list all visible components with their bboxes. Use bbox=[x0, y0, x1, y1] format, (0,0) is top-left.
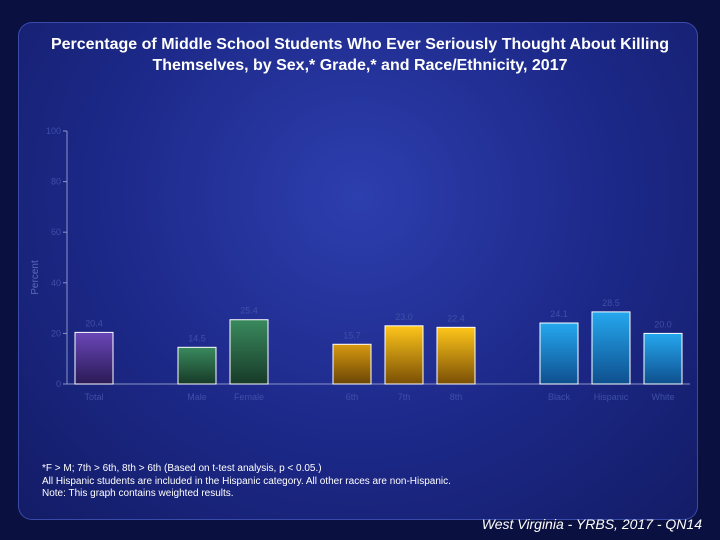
category-label: 8th bbox=[450, 392, 463, 402]
category-label: 7th bbox=[398, 392, 411, 402]
slide-panel bbox=[18, 22, 698, 520]
bar-white bbox=[643, 332, 683, 385]
value-label: 15.7 bbox=[343, 330, 361, 340]
category-label: 6th bbox=[346, 392, 359, 402]
bar-female bbox=[229, 319, 269, 385]
chart-title: Percentage of Middle School Students Who… bbox=[50, 36, 670, 74]
bar-7th bbox=[384, 325, 424, 385]
y-tick-label: 0 bbox=[56, 379, 61, 389]
y-tick-label: 80 bbox=[51, 177, 61, 187]
bar-6th bbox=[332, 343, 372, 385]
footnote-hispanic: All Hispanic students are included in th… bbox=[42, 475, 451, 487]
category-label: Male bbox=[187, 392, 207, 402]
source-label: West Virginia - YRBS, 2017 - QN14 bbox=[481, 516, 702, 532]
value-label: 23.0 bbox=[395, 312, 413, 322]
category-label: White bbox=[651, 392, 674, 402]
value-label: 20.4 bbox=[85, 318, 103, 328]
value-label: 25.4 bbox=[240, 306, 258, 316]
bar-hispanic bbox=[591, 311, 631, 385]
category-label: Female bbox=[234, 392, 264, 402]
category-label: Hispanic bbox=[594, 392, 629, 402]
value-label: 20.0 bbox=[654, 319, 672, 329]
y-tick-label: 60 bbox=[51, 227, 61, 237]
chart-axes: 0 20 40 60 80 100 Percent bbox=[30, 126, 690, 389]
value-label: 24.1 bbox=[550, 309, 568, 319]
bar-male bbox=[177, 346, 217, 385]
footnote-weighted: Note: This graph contains weighted resul… bbox=[42, 488, 234, 499]
bar-8th bbox=[436, 326, 476, 385]
y-tick-label: 40 bbox=[51, 278, 61, 288]
footnotes: *F > M; 7th > 6th, 8th > 6th (Based on t… bbox=[42, 463, 602, 501]
bar-chart: 0 20 40 60 80 100 Percent 20.4 Total 14.5 Male 25.… bbox=[30, 126, 690, 402]
y-tick-label: 100 bbox=[46, 126, 61, 136]
value-label: 28.5 bbox=[602, 298, 620, 308]
bar-black bbox=[539, 322, 579, 385]
bars-group bbox=[74, 311, 683, 385]
bar-total bbox=[74, 331, 114, 385]
value-label: 14.5 bbox=[188, 333, 206, 343]
y-axis-title: Percent bbox=[30, 260, 41, 295]
value-label: 22.4 bbox=[447, 313, 465, 323]
y-tick-label: 20 bbox=[51, 328, 61, 338]
category-label: Black bbox=[548, 392, 571, 402]
labels-group: 20.4 Total 14.5 Male 25.4 Female 15.7 6th 23.0 7t… bbox=[84, 298, 674, 402]
category-label: Total bbox=[84, 392, 103, 402]
footnote-significance: *F > M; 7th > 6th, 8th > 6th (Based on t… bbox=[42, 463, 322, 474]
